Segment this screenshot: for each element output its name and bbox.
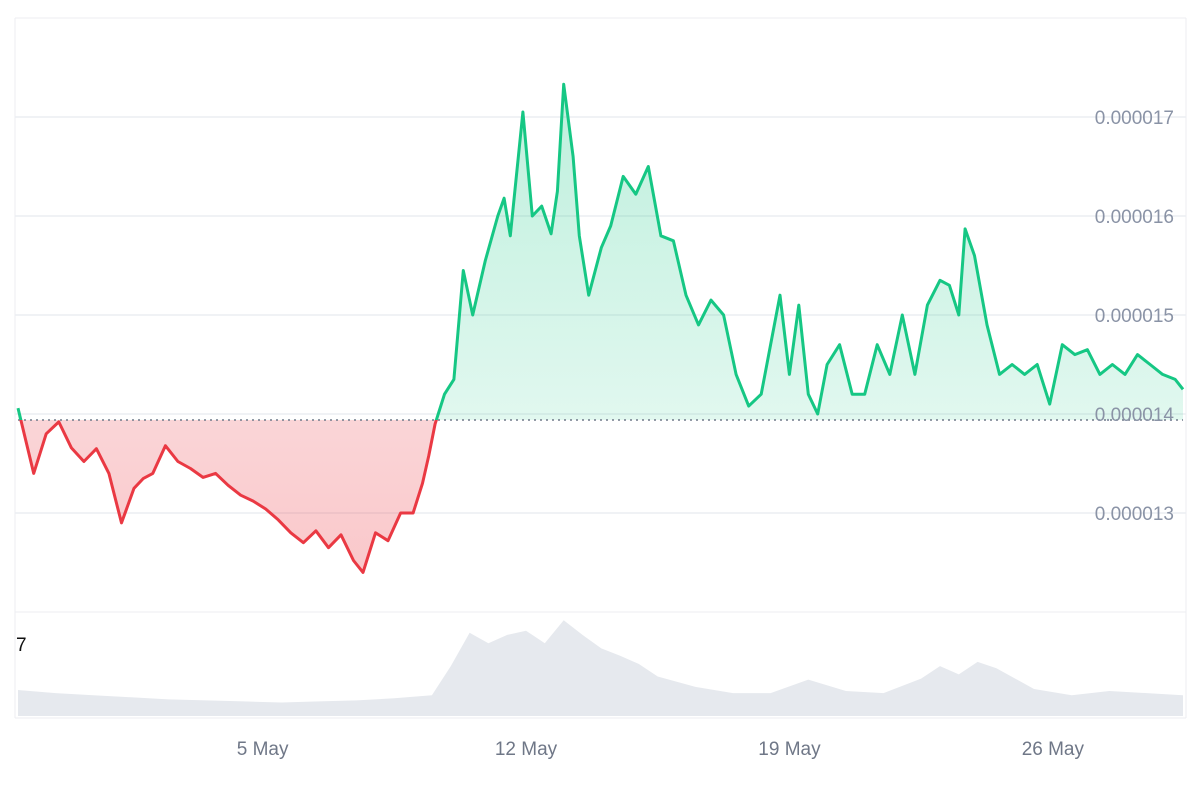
x-tick-label: 12 May	[495, 739, 558, 760]
price-area-up	[18, 84, 1183, 420]
volume-area	[18, 620, 1183, 716]
x-tick-label: 26 May	[1022, 739, 1085, 760]
y-tick-label: 0.000015	[1095, 306, 1174, 327]
volume-label: 7	[16, 635, 27, 656]
y-axis-ticks: 0.000017 0.000016 0.000015 0.000014 0.000013	[1095, 108, 1175, 525]
y-tick-label: 0.000013	[1095, 504, 1174, 525]
y-tick-label: 0.000017	[1095, 108, 1174, 129]
x-tick-label: 19 May	[758, 739, 821, 760]
x-axis-ticks: 5 May 12 May 19 May 26 May	[237, 739, 1085, 760]
y-tick-label: 0.000016	[1095, 207, 1174, 228]
x-tick-label: 5 May	[237, 739, 289, 760]
price-line-down	[19, 419, 438, 574]
volume-area-path	[18, 620, 1183, 716]
price-area-down	[20, 419, 437, 573]
price-line-up	[16, 82, 1185, 420]
y-tick-label: 0.000014	[1095, 405, 1175, 426]
